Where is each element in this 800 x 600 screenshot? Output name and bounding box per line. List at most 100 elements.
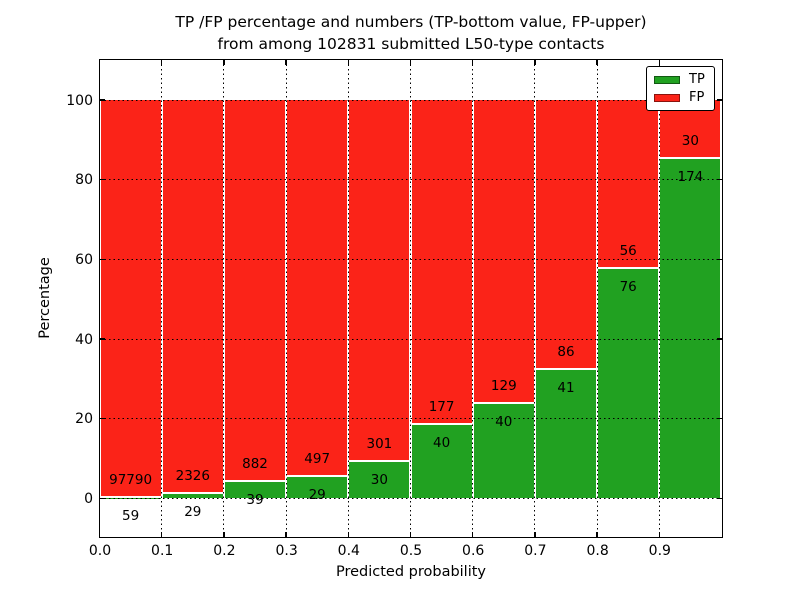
y-tick-label: 100 bbox=[66, 92, 93, 109]
vertical-gridline bbox=[161, 59, 163, 537]
fp-bar-segment bbox=[411, 100, 472, 426]
fp-count-label: 97790 bbox=[109, 472, 153, 489]
fp-bar-segment bbox=[287, 100, 348, 477]
x-tick-label: 0.9 bbox=[648, 543, 671, 559]
x-tick-label: 0.6 bbox=[462, 543, 485, 559]
fp-bar-segment bbox=[224, 100, 286, 482]
x-tick-mark-top bbox=[223, 59, 225, 65]
x-tick-mark-top bbox=[472, 59, 474, 65]
tp-bar-segment bbox=[535, 369, 597, 499]
x-tick-mark-top bbox=[347, 59, 349, 65]
x-tick-label: 0.2 bbox=[213, 543, 236, 559]
y-tick-mark bbox=[99, 179, 105, 181]
x-tick-mark bbox=[472, 531, 474, 537]
y-tick-label: 60 bbox=[75, 251, 93, 268]
fp-count-label: 2326 bbox=[175, 467, 210, 484]
x-tick-label: 0.4 bbox=[337, 543, 360, 559]
legend-label-tp: TP bbox=[689, 72, 705, 87]
x-tick-mark bbox=[223, 531, 225, 537]
tp-count-label: 29 bbox=[308, 486, 326, 503]
x-tick-mark-top bbox=[658, 59, 660, 65]
x-tick-mark bbox=[409, 531, 412, 537]
x-tick-mark-top bbox=[285, 59, 287, 65]
tp-count-label: 59 bbox=[122, 508, 140, 525]
x-tick-mark-top bbox=[409, 59, 412, 65]
fp-count-label: 301 bbox=[366, 436, 393, 453]
fp-bar-segment bbox=[598, 100, 659, 270]
fp-count-label: 177 bbox=[428, 399, 455, 416]
x-tick-label: 0.8 bbox=[586, 543, 609, 559]
tp-bar-segment bbox=[287, 476, 348, 499]
legend: TP FP bbox=[646, 66, 715, 111]
x-tick-mark bbox=[161, 531, 163, 537]
legend-label-fp: FP bbox=[689, 90, 705, 105]
tp-bar-segment bbox=[598, 269, 659, 499]
y-tick-mark bbox=[99, 99, 105, 101]
x-tick-label: 0.1 bbox=[151, 543, 174, 559]
tp-count-label: 41 bbox=[557, 379, 575, 396]
tp-bar-segment bbox=[411, 425, 472, 499]
y-axis-label: Percentage bbox=[37, 257, 53, 339]
y-tick-label: 0 bbox=[84, 491, 93, 507]
y-tick-mark-right bbox=[716, 258, 722, 261]
fp-count-label: 882 bbox=[242, 455, 268, 472]
x-tick-mark-top bbox=[534, 59, 536, 65]
x-tick-mark bbox=[596, 531, 598, 537]
horizontal-gridline bbox=[99, 338, 722, 340]
vertical-gridline bbox=[472, 59, 474, 537]
fp-count-label: 30 bbox=[681, 132, 699, 149]
x-tick-label: 0.5 bbox=[399, 543, 423, 559]
tp-bar-segment bbox=[473, 404, 534, 499]
y-tick-mark-right bbox=[716, 179, 722, 181]
plot-area: 97790 59 2326 29 882 39 497 29 301 30 177 40 129 40 86… bbox=[98, 58, 723, 538]
chart-title-line2: from among 102831 submitted L50-type con… bbox=[217, 35, 605, 53]
tp-count-label: 76 bbox=[619, 279, 637, 296]
y-tick-label: 20 bbox=[75, 411, 93, 428]
y-tick-label: 80 bbox=[75, 172, 93, 189]
fp-count-label: 56 bbox=[619, 243, 637, 260]
tp-count-label: 40 bbox=[433, 435, 451, 452]
y-tick-mark-right bbox=[716, 497, 722, 500]
fp-bar-segment bbox=[349, 100, 410, 463]
fp-bar-segment bbox=[473, 100, 534, 405]
tp-count-label: 30 bbox=[370, 472, 388, 489]
x-tick-mark-top bbox=[161, 59, 163, 65]
tp-color-swatch bbox=[654, 76, 680, 84]
vertical-gridline bbox=[347, 59, 349, 537]
tp-bar-segment bbox=[162, 493, 223, 499]
x-tick-mark bbox=[534, 531, 536, 537]
y-tick-mark bbox=[99, 258, 105, 261]
x-tick-label: 0.3 bbox=[275, 543, 298, 559]
fp-count-label: 497 bbox=[304, 450, 331, 467]
horizontal-gridline bbox=[99, 418, 722, 420]
tp-count-label: 39 bbox=[246, 491, 264, 508]
horizontal-gridline bbox=[99, 258, 722, 260]
vertical-gridline bbox=[534, 59, 536, 537]
vertical-gridline bbox=[285, 59, 287, 537]
tp-count-label: 29 bbox=[184, 503, 202, 520]
y-tick-mark bbox=[99, 497, 105, 500]
y-tick-mark bbox=[99, 338, 105, 340]
x-tick-mark bbox=[347, 531, 349, 537]
chart-title-line1: TP /FP percentage and numbers (TP-bottom… bbox=[175, 13, 647, 31]
horizontal-gridline bbox=[99, 179, 722, 181]
horizontal-gridline bbox=[99, 498, 722, 499]
y-tick-mark-right bbox=[716, 338, 722, 340]
fp-count-label: 129 bbox=[490, 378, 517, 395]
tp-bar-segment bbox=[224, 481, 286, 499]
tp-bar-segment bbox=[349, 462, 410, 499]
y-tick-mark bbox=[99, 418, 105, 420]
tp-bar-segment bbox=[660, 158, 721, 499]
x-tick-label: 0.7 bbox=[524, 543, 547, 559]
fp-color-swatch bbox=[654, 94, 680, 102]
fp-count-label: 86 bbox=[557, 343, 575, 360]
vertical-gridline bbox=[658, 59, 660, 537]
x-tick-label: 0.0 bbox=[88, 543, 112, 559]
vertical-gridline bbox=[596, 59, 598, 537]
fp-bar-segment bbox=[100, 100, 161, 499]
y-tick-mark-right bbox=[716, 99, 722, 101]
tp-count-label: 40 bbox=[495, 414, 513, 431]
fp-bar-segment bbox=[162, 100, 223, 494]
horizontal-gridline bbox=[99, 99, 722, 101]
